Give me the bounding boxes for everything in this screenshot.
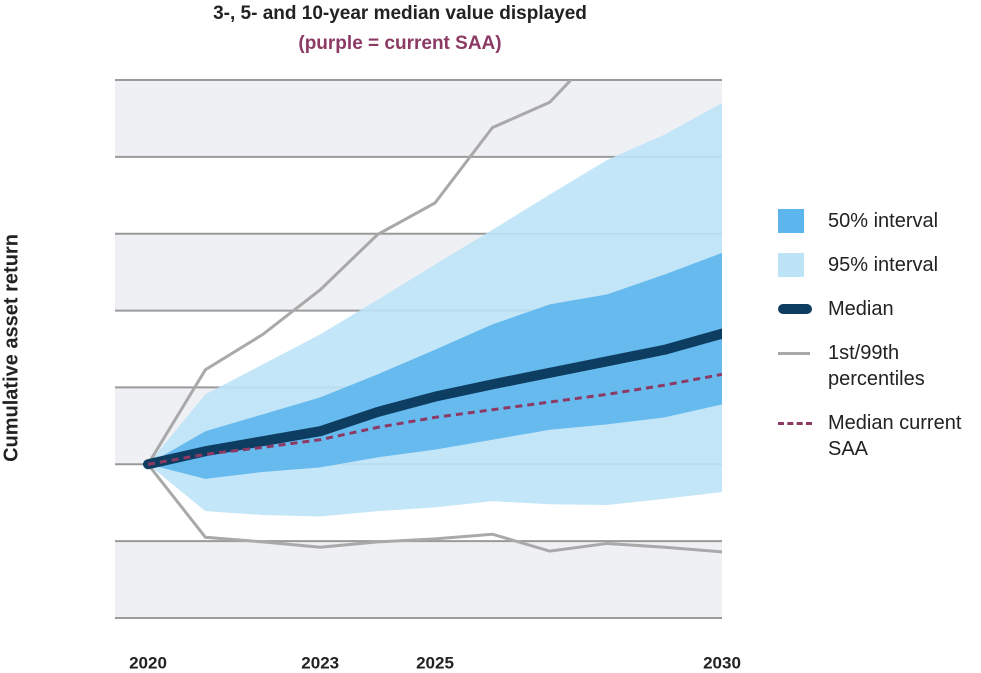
legend-swatch bbox=[778, 252, 812, 278]
legend-label: Median bbox=[828, 298, 894, 320]
x-tick-label: 2020 bbox=[129, 653, 167, 672]
legend-label: 1st/99th percentiles bbox=[828, 342, 925, 390]
chart-title: 3-, 5- and 10-year median value displaye… bbox=[213, 3, 587, 24]
legend-label: 50% interval bbox=[828, 210, 939, 232]
legend-label: Median current SAA bbox=[828, 412, 962, 460]
legend-swatch bbox=[778, 410, 812, 436]
legend-swatch bbox=[778, 340, 812, 366]
legend-swatch bbox=[778, 208, 812, 234]
interval-band bbox=[148, 252, 722, 479]
x-tick-label: 2030 bbox=[703, 653, 741, 672]
chart-subtitle: (purple = current SAA) bbox=[298, 33, 501, 54]
y-axis-label: Cumulative asset return bbox=[0, 234, 22, 462]
saa-line bbox=[147, 372, 722, 466]
background-band bbox=[115, 80, 722, 157]
legend-swatch bbox=[778, 296, 812, 322]
legend: 50% interval 95% interval Median 1st/99th p… bbox=[778, 208, 978, 480]
median-line bbox=[143, 328, 722, 470]
x-tick-label: 2023 bbox=[301, 653, 339, 672]
legend-item: Median bbox=[778, 296, 978, 322]
legend-label: 95% interval bbox=[828, 254, 939, 276]
background-band bbox=[115, 541, 722, 618]
legend-item: 95% interval bbox=[778, 252, 978, 278]
percentile-line bbox=[146, 80, 573, 466]
x-tick-label: 2025 bbox=[416, 653, 454, 672]
legend-item: 50% interval bbox=[778, 208, 978, 234]
legend-item: 1st/99th percentiles bbox=[778, 340, 978, 392]
legend-item: Median current SAA bbox=[778, 410, 978, 462]
percentile-line bbox=[146, 463, 722, 554]
